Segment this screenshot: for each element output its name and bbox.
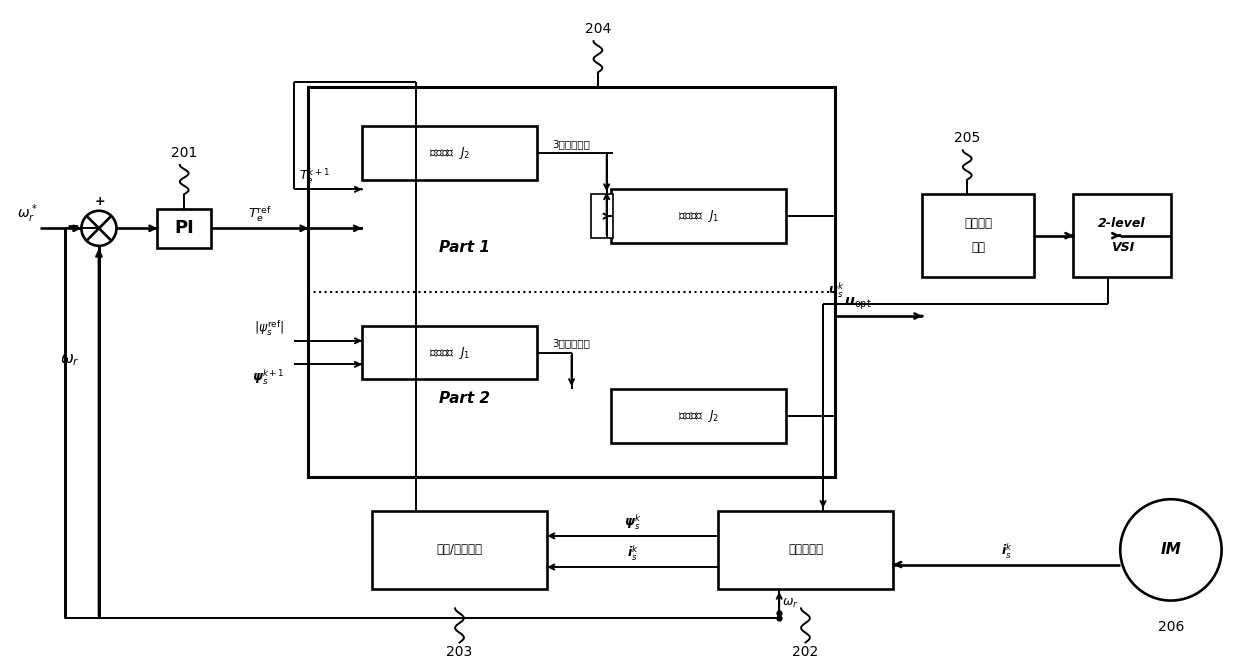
Bar	[610, 190, 786, 243]
Bar	[362, 326, 537, 379]
Text: 全阶观测器: 全阶观测器	[787, 543, 823, 557]
Bar	[157, 209, 211, 248]
Text: 2-level: 2-level	[1099, 217, 1146, 230]
Text: 目标函数  $J_2$: 目标函数 $J_2$	[429, 145, 470, 161]
Text: $|\psi_s^{\rm ref}|$: $|\psi_s^{\rm ref}|$	[254, 319, 284, 338]
Text: −: −	[66, 219, 79, 234]
Text: $\boldsymbol{u}_{\rm opt}$: $\boldsymbol{u}_{\rm opt}$	[844, 296, 872, 312]
Text: 目标函数  $J_1$: 目标函数 $J_1$	[429, 344, 470, 360]
Bar	[591, 194, 613, 238]
Text: 202: 202	[792, 646, 818, 660]
Bar	[1074, 194, 1171, 277]
Text: 目标函数  $J_2$: 目标函数 $J_2$	[678, 408, 719, 424]
Bar	[718, 511, 893, 589]
Text: $\boldsymbol{\psi}_s^k$: $\boldsymbol{\psi}_s^k$	[624, 513, 641, 532]
Text: 转矩/磁链估计: 转矩/磁链估计	[436, 543, 482, 557]
Text: 模块: 模块	[971, 241, 986, 254]
Text: Part 2: Part 2	[439, 391, 490, 406]
Bar	[923, 194, 1034, 277]
Text: $\boldsymbol{i}_s^k$: $\boldsymbol{i}_s^k$	[1001, 541, 1013, 561]
Bar	[372, 511, 547, 589]
Text: $T_e^{k+1}$: $T_e^{k+1}$	[299, 167, 330, 186]
Text: 205: 205	[954, 132, 981, 146]
Text: 201: 201	[171, 146, 197, 160]
Text: $\boldsymbol{i}_s^k$: $\boldsymbol{i}_s^k$	[626, 544, 639, 563]
Text: 206: 206	[1158, 620, 1184, 634]
Text: PI: PI	[175, 219, 195, 237]
Bar	[610, 389, 786, 443]
Text: 3个电压矢量: 3个电压矢量	[552, 338, 590, 348]
Text: $\boldsymbol{\psi}_s^{k+1}$: $\boldsymbol{\psi}_s^{k+1}$	[252, 367, 284, 386]
Text: VSI: VSI	[1111, 241, 1133, 254]
Bar	[309, 87, 835, 477]
Text: $\omega_r$: $\omega_r$	[782, 597, 799, 610]
Text: $\omega_r^*$: $\omega_r^*$	[17, 203, 37, 225]
Text: $\omega_r$: $\omega_r$	[60, 352, 79, 368]
Text: 目标函数  $J_1$: 目标函数 $J_1$	[678, 208, 719, 224]
Text: 3个电压矢量: 3个电压矢量	[552, 139, 590, 149]
Text: 203: 203	[446, 646, 472, 660]
Bar	[362, 126, 537, 180]
Text: $T_e^{\rm ref}$: $T_e^{\rm ref}$	[248, 205, 272, 224]
Text: Part 1: Part 1	[439, 240, 490, 255]
Text: 脉冲发生: 脉冲发生	[965, 217, 992, 230]
Text: $\boldsymbol{u}_s^k$: $\boldsymbol{u}_s^k$	[828, 281, 844, 301]
Text: 204: 204	[585, 23, 611, 37]
Text: IM: IM	[1161, 543, 1182, 557]
Text: +: +	[94, 196, 105, 208]
